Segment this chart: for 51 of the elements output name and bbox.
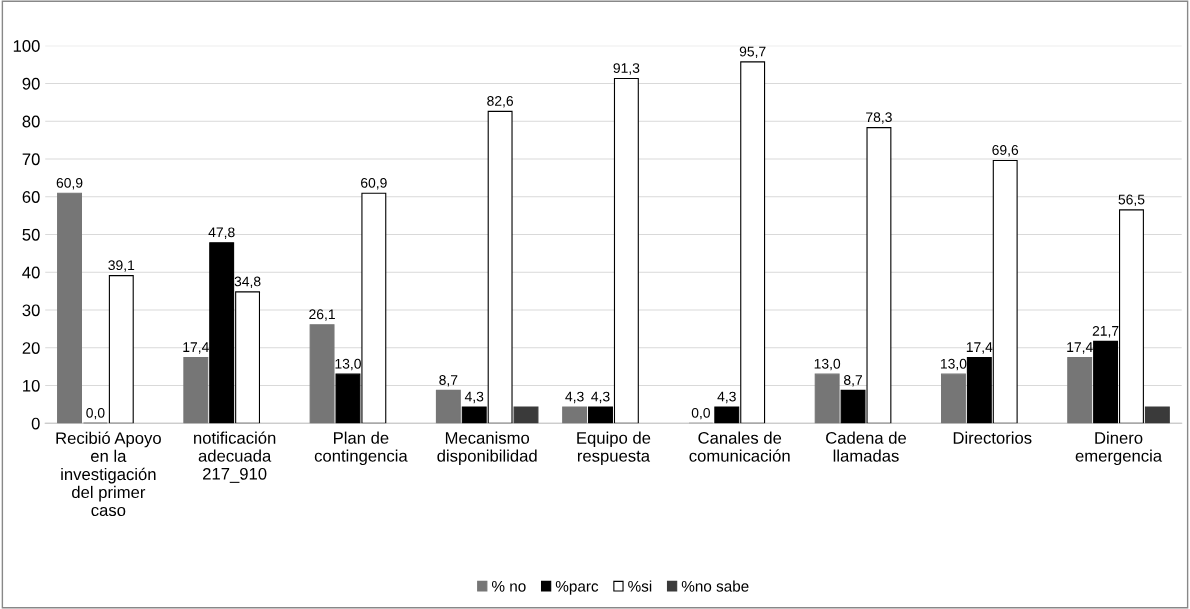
data-label: 13,0 bbox=[940, 358, 967, 371]
data-label: 8,7 bbox=[439, 375, 458, 387]
legend-label: % no bbox=[491, 580, 526, 592]
data-label: 4,3 bbox=[591, 391, 610, 404]
data-label: 78,3 bbox=[866, 112, 892, 124]
data-label: 0,0 bbox=[86, 407, 105, 420]
y-tick-label: 10 bbox=[23, 379, 40, 392]
data-label: 34,8 bbox=[234, 276, 261, 288]
data-label: 0,0 bbox=[691, 407, 710, 420]
y-tick-label: 40 bbox=[22, 266, 40, 279]
data-label: 17,4 bbox=[966, 342, 993, 354]
y-tick-label: 20 bbox=[22, 342, 40, 354]
data-label: 82,6 bbox=[487, 96, 514, 108]
data-label: 26,1 bbox=[309, 309, 335, 321]
data-label: 60,9 bbox=[361, 177, 387, 190]
legend-label: %no sabe bbox=[681, 580, 749, 592]
data-label: 95,7 bbox=[739, 46, 766, 59]
legend-label: %parc bbox=[555, 580, 599, 595]
x-tick-label: notificación adecuada 217_910 bbox=[194, 431, 276, 483]
y-tick-label: 80 bbox=[22, 115, 40, 128]
y-tick-label: 60 bbox=[22, 191, 40, 203]
y-tick-label: 90 bbox=[22, 77, 40, 90]
data-label: 47,8 bbox=[208, 227, 235, 239]
data-label: 4,3 bbox=[717, 391, 736, 404]
data-label: 8,7 bbox=[844, 375, 862, 387]
data-label: 13,0 bbox=[814, 358, 841, 371]
data-label: 91,3 bbox=[613, 63, 640, 75]
x-tick-label: Equipo de respuesta bbox=[577, 431, 651, 466]
y-tick-label: 50 bbox=[22, 228, 40, 241]
x-tick-label: Plan de contingencia bbox=[314, 431, 408, 466]
data-label: 4,3 bbox=[464, 391, 484, 404]
y-tick-label: 0 bbox=[31, 417, 40, 430]
x-tick-label: Recibió Apoyo en la investigación del primer caso bbox=[56, 431, 161, 517]
x-tick-label: Cadena de llamadas bbox=[826, 431, 907, 462]
data-label: 60,9 bbox=[56, 177, 83, 190]
legend-label: %si bbox=[628, 580, 652, 592]
data-label: 4,3 bbox=[565, 391, 584, 404]
data-label: 39,1 bbox=[108, 260, 135, 272]
data-label: 21,7 bbox=[1092, 325, 1119, 338]
x-tick-label: Canales de comunicación bbox=[689, 431, 790, 462]
data-label: 69,6 bbox=[992, 145, 1019, 157]
y-tick-label: 70 bbox=[22, 153, 40, 166]
x-tick-label: Directorios bbox=[953, 431, 1032, 444]
x-tick-label: Dinero emergencia bbox=[1075, 431, 1163, 466]
data-label: 13,0 bbox=[335, 358, 361, 371]
x-tick-label: Mecanismo disponibilidad bbox=[437, 431, 537, 466]
data-label: 56,5 bbox=[1118, 194, 1145, 207]
data-label: 17,4 bbox=[183, 342, 209, 354]
y-tick-label: 100 bbox=[13, 40, 40, 52]
y-tick-label: 30 bbox=[22, 304, 40, 317]
data-label: 17,4 bbox=[1067, 342, 1093, 354]
